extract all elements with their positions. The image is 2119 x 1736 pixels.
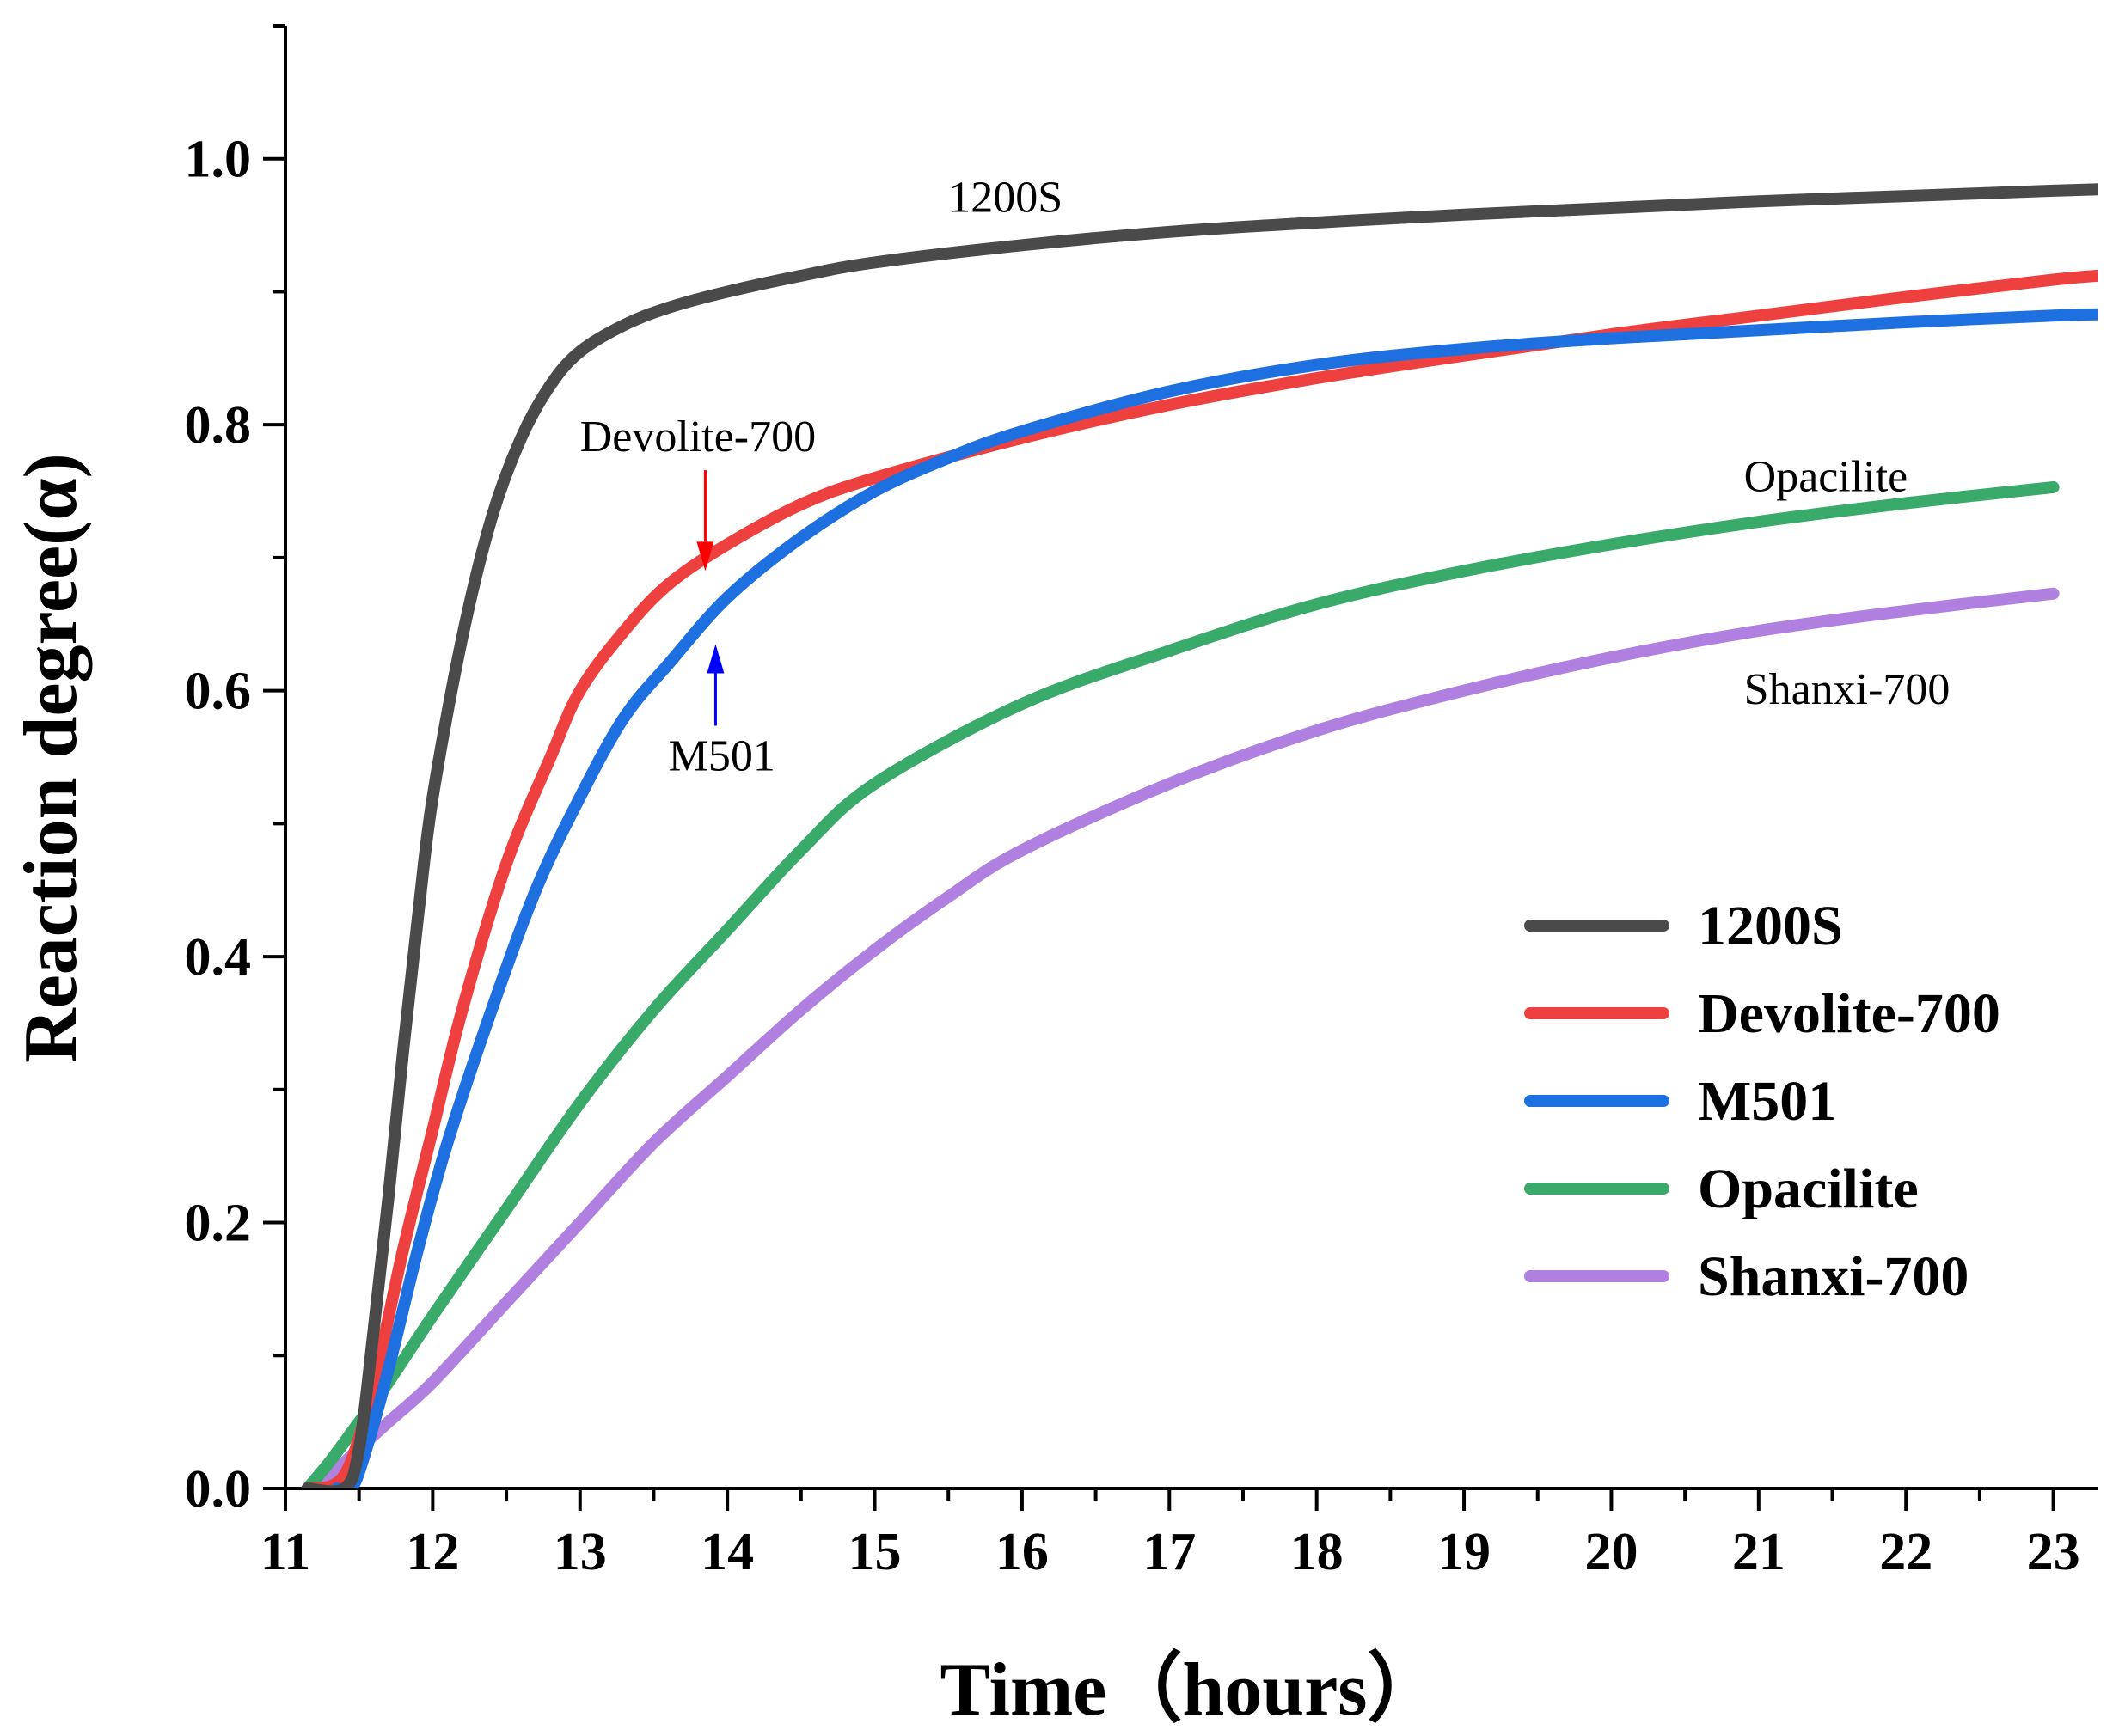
x-tick-label: 11 xyxy=(260,1523,311,1581)
annotation-arrow-head xyxy=(696,541,714,572)
series-line-devolite-700 xyxy=(301,269,2098,1488)
y-ticks: 0.0 0.2 0.4 0.6 0.8 1.0 xyxy=(185,24,285,1519)
series-line-m501 xyxy=(331,308,2098,1488)
x-tick-label: 21 xyxy=(1732,1523,1785,1581)
x-tick-label: 22 xyxy=(1879,1523,1932,1581)
y-tick-label: 0.4 xyxy=(185,928,252,987)
x-tick-label: 17 xyxy=(1142,1523,1196,1581)
series-line-opacilite xyxy=(301,480,2060,1488)
y-tick-label: 0.0 xyxy=(185,1460,252,1519)
legend-label: Devolite-700 xyxy=(1698,982,2000,1045)
annotation-1200s: 1200S xyxy=(948,174,1063,223)
x-tick-label: 15 xyxy=(848,1523,902,1581)
x-tick-label: 23 xyxy=(2027,1523,2080,1581)
legend-label: 1200S xyxy=(1698,895,1843,957)
y-tick-label: 0.8 xyxy=(185,396,252,455)
y-axis-title: Reaction degree(α) xyxy=(9,453,93,1063)
x-ticks: 11 12 13 14 15 16 17 18 19 20 21 22 23 xyxy=(260,1488,2080,1581)
annotation-devolite-700: Devolite-700 xyxy=(580,413,816,462)
x-tick-label: 12 xyxy=(406,1523,459,1581)
legend-label: M501 xyxy=(1698,1070,1836,1133)
legend-label: Opacilite xyxy=(1698,1158,1919,1220)
annotation-layer: 1200S Devolite-700 M501 Opacilite Shanxi-700 xyxy=(580,174,1951,781)
y-tick-label: 1.0 xyxy=(185,131,252,189)
series-layer xyxy=(301,183,2098,1488)
x-tick-label: 13 xyxy=(554,1523,607,1581)
series-line-1200s xyxy=(301,183,2098,1488)
y-tick-label: 0.6 xyxy=(185,663,252,721)
x-tick-label: 19 xyxy=(1437,1523,1491,1581)
series-line-shanxi-700 xyxy=(301,587,2060,1488)
legend: 1200S Devolite-700 M501 Opacilite Shanxi-700 xyxy=(1524,895,2000,1308)
y-tick-label: 0.2 xyxy=(185,1195,252,1253)
x-axis-title: Time（hours） xyxy=(940,1648,1442,1732)
annotation-opacilite: Opacilite xyxy=(1744,453,1908,502)
annotation-m501: M501 xyxy=(669,731,775,780)
legend-label: Shanxi-700 xyxy=(1698,1245,1969,1308)
x-tick-label: 16 xyxy=(995,1523,1049,1581)
annotation-arrow-head xyxy=(707,644,725,674)
annotation-shanxi-700: Shanxi-700 xyxy=(1744,665,1951,714)
x-tick-label: 14 xyxy=(701,1523,754,1581)
x-tick-label: 20 xyxy=(1584,1523,1638,1581)
x-tick-label: 18 xyxy=(1290,1523,1344,1581)
